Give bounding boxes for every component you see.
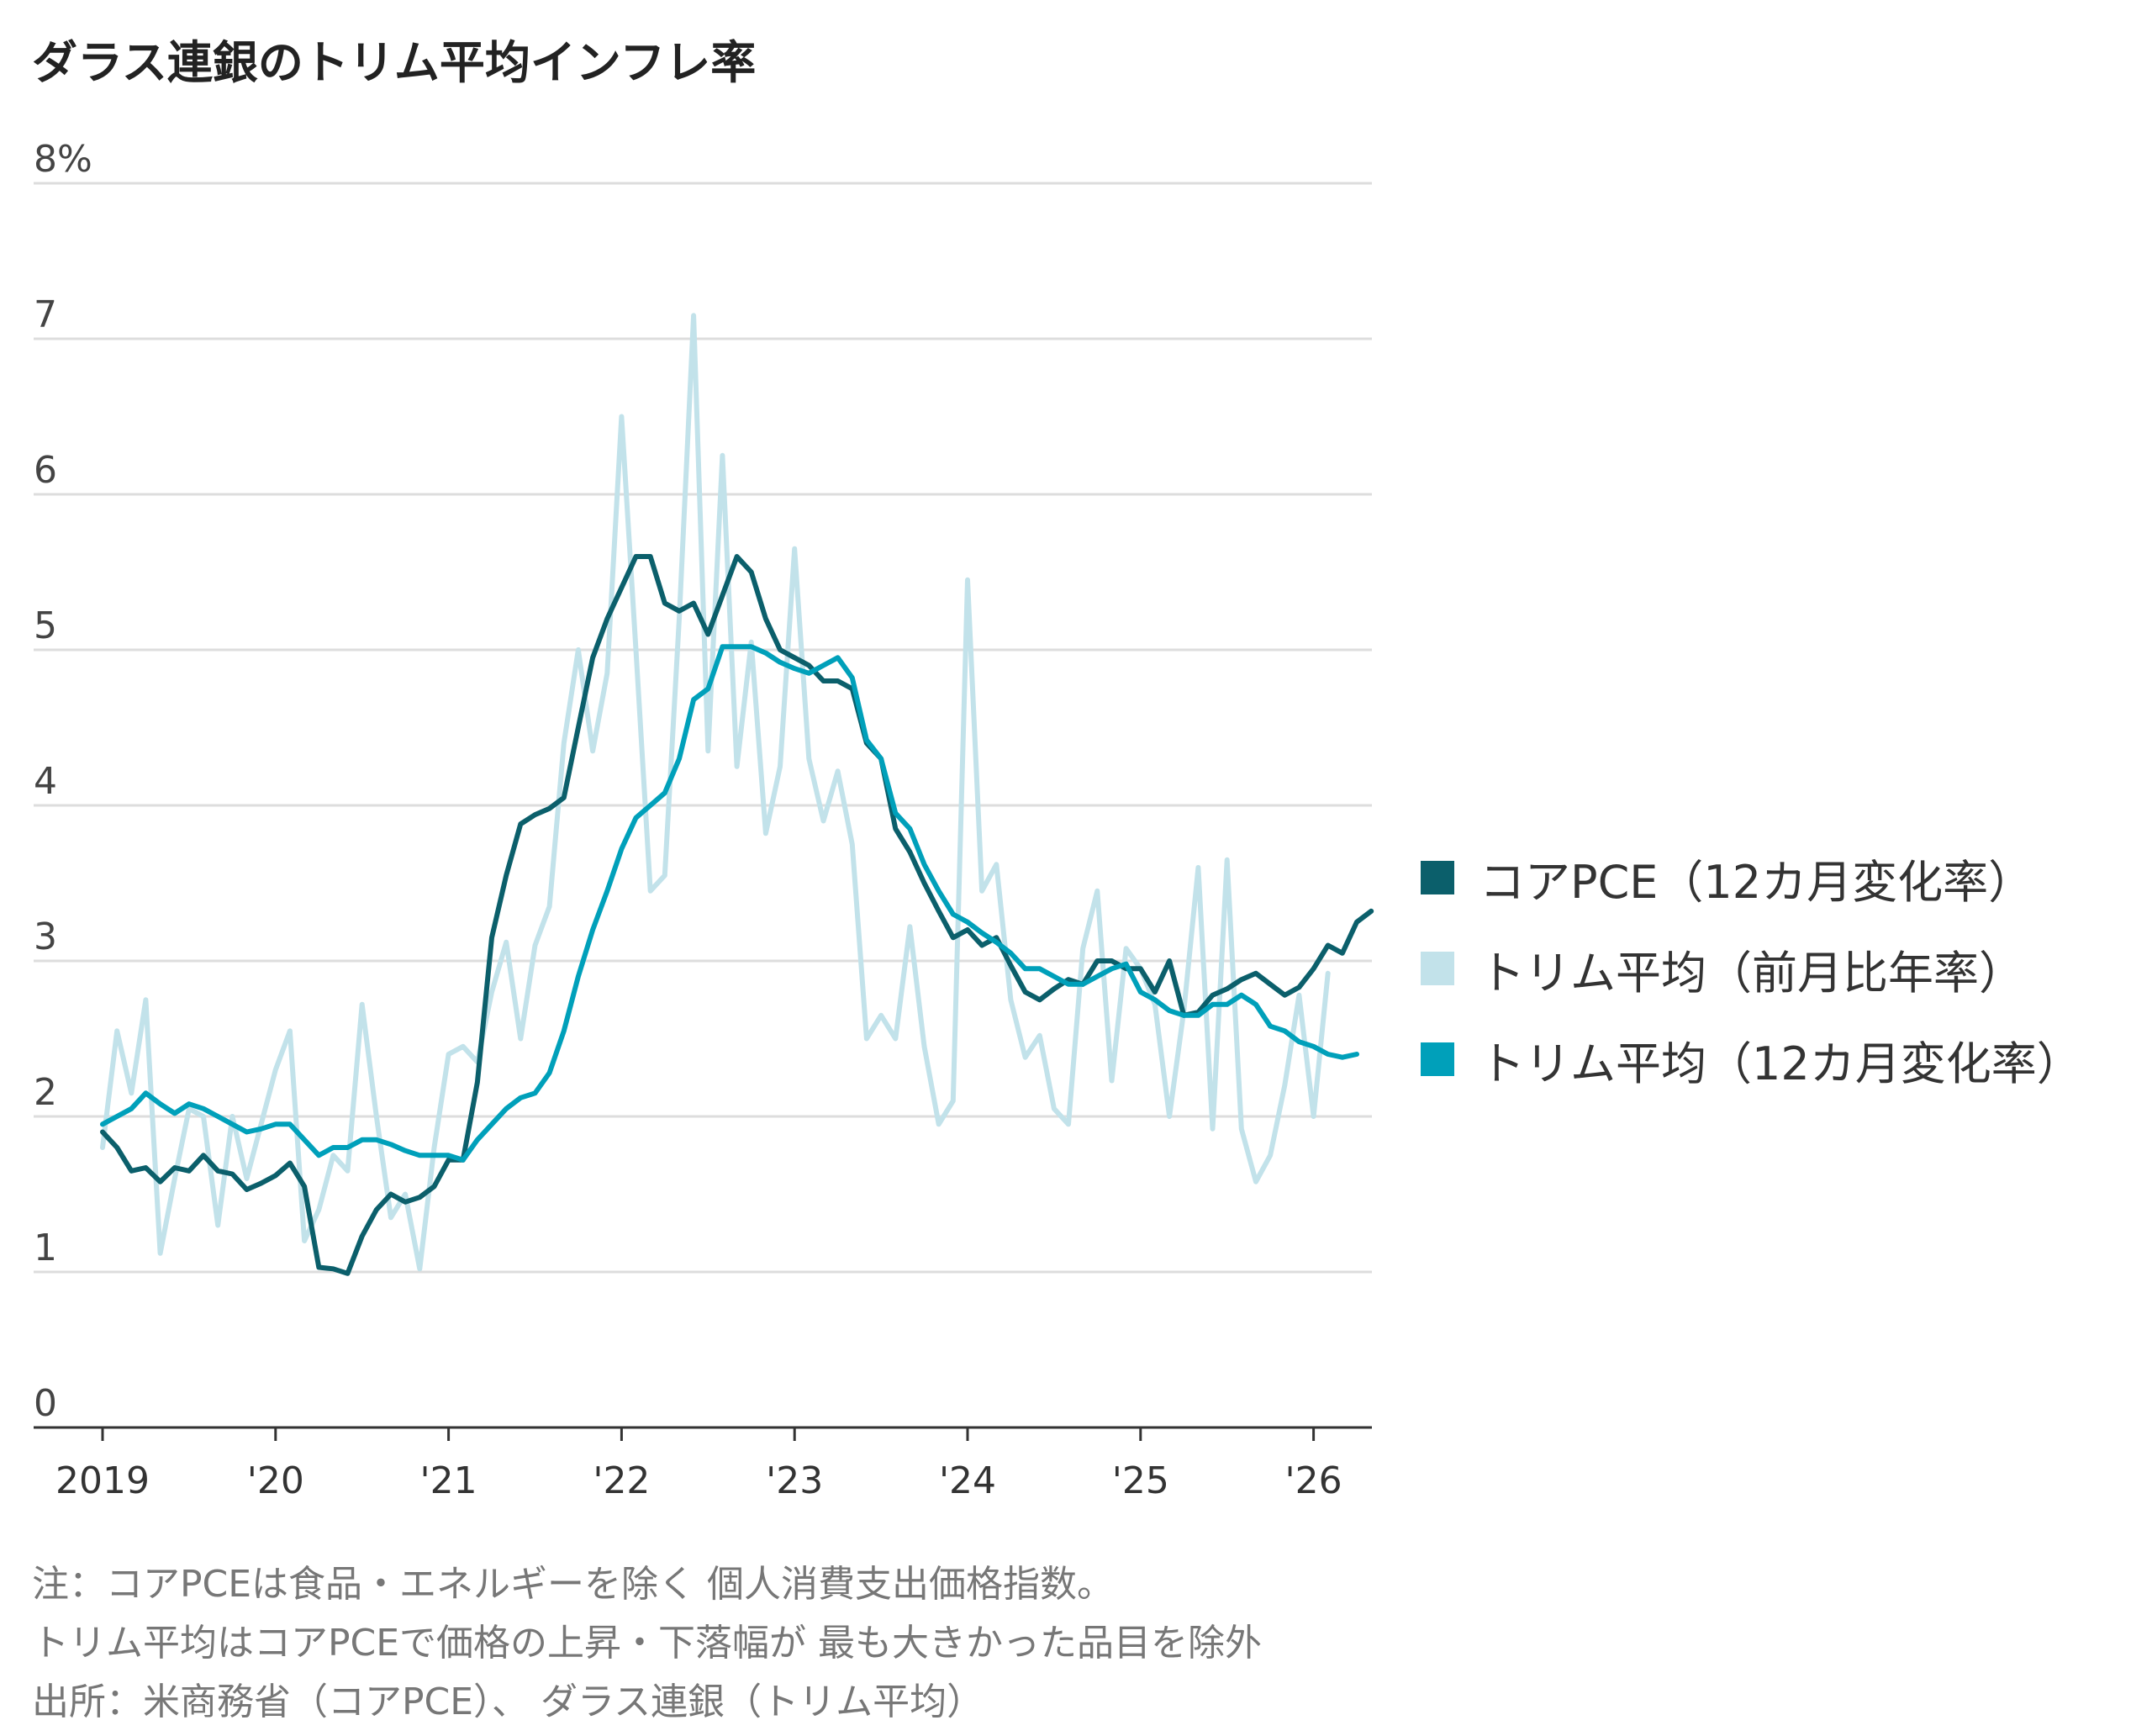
legend-swatch-trimmed-mean-monthly xyxy=(1421,952,1454,985)
chart-title: ダラス連銀のトリム平均インフレ率 xyxy=(32,36,757,89)
x-tick-label: '20 xyxy=(247,1459,304,1502)
legend-swatch-core-pce xyxy=(1421,861,1454,894)
legend-item-trimmed-mean-12m: トリム平均（12カ月変化率） xyxy=(1421,1014,2082,1105)
y-tick-label: 7 xyxy=(34,293,57,336)
x-tick-label: 2019 xyxy=(55,1459,150,1502)
gridlines xyxy=(34,182,1372,1274)
legend-label-trimmed-mean-monthly: トリム平均（前月比年率） xyxy=(1480,946,2024,1000)
note-line-2: トリム平均はコアPCEで価格の上昇・下落幅が 最も大きかった品目を除外 xyxy=(32,1622,1263,1665)
x-tick-label: '21 xyxy=(420,1459,477,1502)
legend-swatch-trimmed-mean-12m xyxy=(1421,1042,1454,1076)
series-line-2 xyxy=(100,644,1359,1163)
y-tick-label: 5 xyxy=(34,604,57,647)
y-tick-label: 8% xyxy=(34,138,92,181)
y-tick-label: 0 xyxy=(34,1382,57,1425)
y-tick-label: 4 xyxy=(34,760,57,803)
y-tick-label: 6 xyxy=(34,449,57,492)
chart-notes: 注：コアPCEは食品・エネルギーを除く 個人消費支出価格指数。 トリム平均はコア… xyxy=(32,1555,1262,1732)
x-tick-label: '26 xyxy=(1285,1459,1342,1502)
legend-label-trimmed-mean-12m: トリム平均（12カ月変化率） xyxy=(1480,1037,2082,1090)
legend-item-trimmed-mean-monthly: トリム平均（前月比年率） xyxy=(1421,923,2082,1014)
y-tick-label: 1 xyxy=(34,1227,57,1269)
y-tick-label: 3 xyxy=(34,915,57,958)
series-line-1 xyxy=(100,313,1331,1272)
legend: コアPCE（12カ月変化率） トリム平均（前月比年率） トリム平均（12カ月変化… xyxy=(1421,832,2082,1105)
y-tick-label: 2 xyxy=(34,1071,57,1114)
series-lines xyxy=(100,313,1374,1276)
note-line-1: 注：コアPCEは食品・エネルギーを除く 個人消費支出価格指数。 xyxy=(32,1563,1115,1606)
x-axis: 2019 '20 '21 '22 '23 '24 '25 '26 xyxy=(34,1426,1372,1502)
legend-label-core-pce: コアPCE（12カ月変化率） xyxy=(1480,855,2034,909)
x-tick-label: '23 xyxy=(766,1459,823,1502)
series-line-0 xyxy=(100,554,1374,1276)
x-tick-label: '24 xyxy=(939,1459,996,1502)
y-axis-ticks: 8% 7 6 5 4 3 2 1 0 xyxy=(34,138,92,1425)
x-tick-label: '22 xyxy=(593,1459,650,1502)
x-tick-label: '25 xyxy=(1112,1459,1169,1502)
legend-item-core-pce: コアPCE（12カ月変化率） xyxy=(1421,832,2082,923)
source-line: 出所：米商務省（コアPCE）、 ダラス連銀（トリム平均） xyxy=(32,1681,984,1723)
